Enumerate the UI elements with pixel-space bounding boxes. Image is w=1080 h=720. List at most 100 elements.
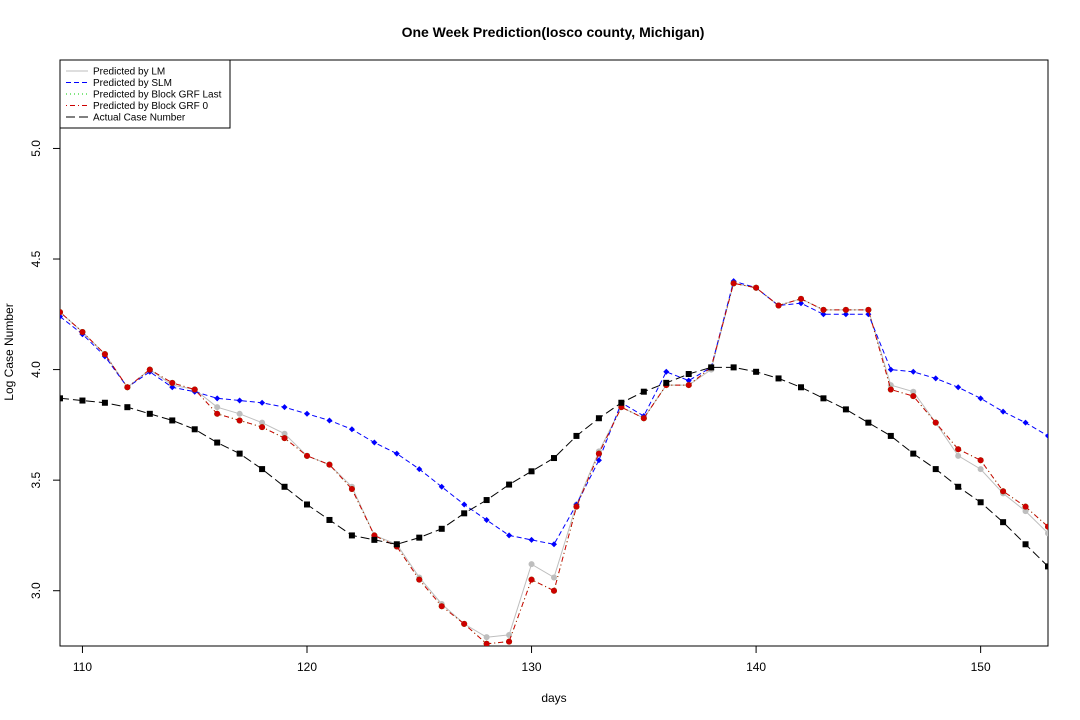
data-point (887, 366, 894, 373)
y-tick-label: 3.5 (29, 471, 43, 488)
data-point (1022, 503, 1029, 510)
y-tick-label: 4.0 (29, 361, 43, 378)
legend-label: Actual Case Number (93, 113, 186, 124)
plot-frame (59, 59, 1049, 647)
data-point (708, 364, 715, 371)
data-point (573, 432, 580, 439)
data-point (1000, 519, 1007, 526)
data-point (685, 382, 692, 389)
data-point (685, 377, 692, 384)
data-point (416, 576, 423, 583)
data-point (124, 384, 131, 391)
data-point (79, 328, 86, 335)
series-line (60, 280, 1048, 545)
data-point (1045, 432, 1048, 439)
data-point (281, 430, 288, 437)
data-point (60, 309, 63, 316)
data-point (393, 541, 400, 548)
legend-entry: Predicted by Block GRF Last (66, 90, 222, 101)
data-point (236, 397, 243, 404)
data-point (955, 452, 962, 459)
data-point (281, 404, 288, 411)
data-point (1045, 523, 1048, 530)
data-point (798, 384, 804, 391)
legend-label: Predicted by Block GRF 0 (93, 101, 208, 112)
data-point (214, 410, 221, 417)
data-point (124, 404, 131, 411)
data-point (281, 483, 288, 490)
legend-box (59, 59, 231, 129)
data-point (820, 306, 827, 313)
data-point (842, 306, 849, 313)
data-point (483, 634, 490, 641)
series-predicted-by-slm (60, 278, 1048, 548)
data-point (528, 561, 535, 568)
data-point (146, 410, 153, 417)
data-point (663, 368, 670, 375)
y-axis-label: Log Case Number (2, 303, 16, 400)
data-point (551, 541, 557, 548)
data-point (461, 510, 468, 517)
data-point (483, 516, 490, 523)
data-point (977, 457, 984, 464)
data-point (169, 417, 176, 424)
legend-label: Predicted by SLM (93, 78, 172, 89)
data-point (977, 499, 984, 506)
data-point (977, 466, 984, 473)
data-point (595, 457, 602, 464)
data-point (371, 439, 378, 446)
series-line (60, 282, 1048, 645)
data-point (910, 368, 917, 375)
x-tick-label: 120 (297, 660, 317, 674)
data-point (1045, 530, 1048, 537)
data-point (304, 452, 310, 459)
x-axis: 110 120 130 140 150 (73, 646, 991, 674)
data-point (955, 384, 962, 391)
y-axis: 3.0 3.5 4.0 4.5 5.0 (29, 140, 60, 599)
data-point (798, 295, 804, 302)
data-point (259, 424, 266, 431)
data-point (842, 311, 849, 318)
data-point (304, 410, 310, 417)
data-point (101, 399, 108, 406)
y-tick-label: 5.0 (29, 140, 43, 157)
x-tick-label: 130 (522, 660, 542, 674)
data-point (955, 483, 962, 490)
data-point (393, 450, 400, 457)
data-point (618, 399, 625, 406)
data-point (348, 532, 355, 539)
data-point (214, 395, 221, 402)
data-point (775, 375, 782, 382)
data-point (955, 446, 962, 453)
data-point (551, 455, 557, 462)
data-point (236, 450, 243, 457)
data-point (842, 406, 849, 413)
y-tick-label: 4.5 (29, 250, 43, 267)
data-point (304, 501, 310, 508)
data-point (214, 404, 221, 411)
data-point (887, 386, 894, 393)
data-point (977, 395, 984, 402)
data-point (326, 516, 333, 523)
x-tick-label: 140 (746, 660, 766, 674)
data-point (753, 284, 760, 291)
data-point (887, 432, 894, 439)
data-point (191, 426, 198, 433)
data-point (685, 371, 692, 378)
data-point (528, 576, 535, 583)
x-axis-label: days (541, 691, 566, 705)
data-point (910, 388, 917, 395)
data-point (60, 313, 63, 320)
data-point (326, 417, 333, 424)
data-point (371, 536, 378, 543)
series-line (60, 366, 1048, 567)
data-point (60, 395, 63, 402)
data-point (663, 379, 670, 386)
data-point (79, 397, 86, 404)
data-point (528, 536, 535, 543)
data-point (259, 419, 266, 426)
data-point (259, 466, 266, 473)
data-point (640, 415, 647, 422)
data-point (348, 426, 355, 433)
